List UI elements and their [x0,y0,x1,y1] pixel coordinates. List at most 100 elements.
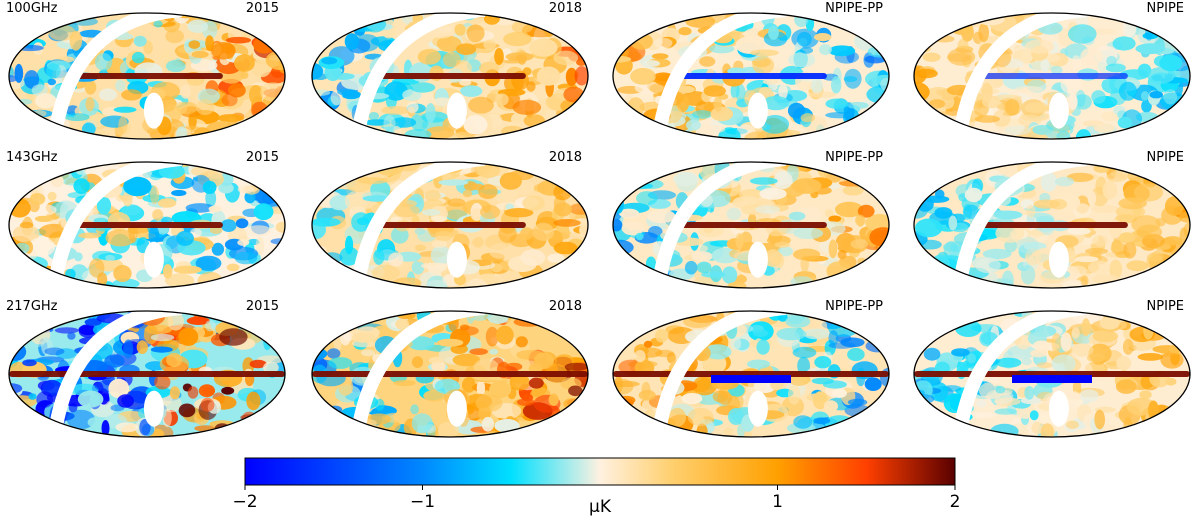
map-outline [311,12,589,140]
map-fluctuation [469,348,489,355]
map-fluctuation [1131,215,1161,234]
map-fluctuation [564,362,588,371]
map-fluctuation [948,215,958,231]
map-fluctuation [219,328,248,346]
map-fluctuation [430,245,452,265]
map-fluctuation [864,377,882,392]
release-label: 2018 [548,150,582,165]
map-fluctuation [169,386,180,400]
map-fluctuation [828,215,842,223]
map-fluctuation [374,398,385,411]
galactic-plane-band [976,222,1128,228]
map-fluctuation [253,203,274,221]
map-fluctuation [246,391,261,411]
map-fluctuation [373,248,385,265]
map-fluctuation [750,49,779,57]
map-fluctuation [24,70,40,89]
map-fluctuation [825,98,849,109]
map-fluctuation [1075,13,1089,28]
map-fluctuation [1080,275,1089,287]
map-fluctuation [414,227,426,235]
map-fluctuation [955,320,982,337]
map-fluctuation [526,81,536,92]
map-fluctuation [153,20,163,28]
map-fluctuation [1122,338,1134,355]
map-fluctuation [331,72,355,80]
map-fluctuation [1145,26,1153,41]
map-fluctuation [847,347,865,362]
map-fluctuation [178,327,199,346]
map-fluctuation [730,336,742,351]
release-label: 2018 [548,1,582,16]
map-fluctuation [358,177,388,185]
map-fluctuation [472,237,485,248]
map-fluctuation [22,359,37,367]
map-fluctuation [1115,379,1137,394]
map-fluctuation [1033,340,1051,350]
map-fluctuation [1001,270,1014,288]
map-fluctuation [993,210,1023,220]
map-fluctuation [176,126,188,139]
map-fluctuation [454,23,466,36]
map-fluctuation [115,422,139,433]
masked-region-spot [446,390,467,427]
map-fluctuation [47,78,57,86]
masked-region-arc [47,13,183,139]
map-fluctuation [1081,318,1091,337]
map-outline [612,161,890,289]
map-fluctuation [823,400,839,413]
map-fluctuation [96,196,112,215]
map-fluctuation [613,193,624,214]
map-fluctuation [828,239,838,259]
masked-region-spot [1048,92,1069,129]
map-fluctuation [1110,169,1141,179]
map-fluctuation [1068,24,1097,44]
map-fluctuation [1024,386,1035,400]
map-fluctuation [1086,353,1106,363]
map-fluctuation [185,203,215,213]
map-fluctuation [635,232,644,241]
map-fluctuation [756,339,770,355]
release-label: NPIPE-PP [825,299,883,314]
map-fluctuation [787,102,806,119]
map-fluctuation [133,35,147,47]
map-fluctuation [173,265,202,274]
map-fluctuation [73,252,83,262]
map-fluctuation [148,225,160,245]
map-fluctuation [78,324,98,336]
map-fluctuation [489,381,512,399]
map-fluctuation [73,178,90,194]
map-fluctuation [923,195,950,203]
map-fluctuation [312,217,341,227]
map-fluctuation [846,101,869,109]
map-fluctuation [1149,91,1163,99]
masked-region-spot [446,241,467,278]
map-fluctuation [44,347,65,356]
frequency-label: 217GHz [6,299,58,314]
map-fluctuation [451,131,475,139]
map-fluctuation [915,68,938,79]
sky-map-143GHz-NPIPE [914,162,1190,288]
map-fluctuation [113,265,132,282]
map-fluctuation [154,374,171,390]
map-fluctuation [176,230,194,246]
map-fluctuation [205,320,216,332]
map-fluctuation [788,385,801,405]
map-fluctuation [268,54,285,62]
map-fluctuation [726,207,742,221]
masked-region-arc [952,162,1088,288]
map-fluctuation [727,281,747,288]
map-fluctuation [363,15,387,33]
map-fluctuation [947,48,976,66]
masked-region-spot [143,241,164,278]
map-fluctuation [104,354,125,368]
masked-region-arc [350,13,486,139]
map-fluctuation [728,408,745,425]
map-fluctuation [113,106,137,113]
map-fluctuation [383,114,396,135]
frequency-label: 143GHz [6,150,58,165]
colorbar-tick-label: −1 [409,492,436,512]
galactic-plane-band [976,73,1128,79]
map-fluctuation [857,204,875,218]
map-fluctuation [826,261,852,281]
